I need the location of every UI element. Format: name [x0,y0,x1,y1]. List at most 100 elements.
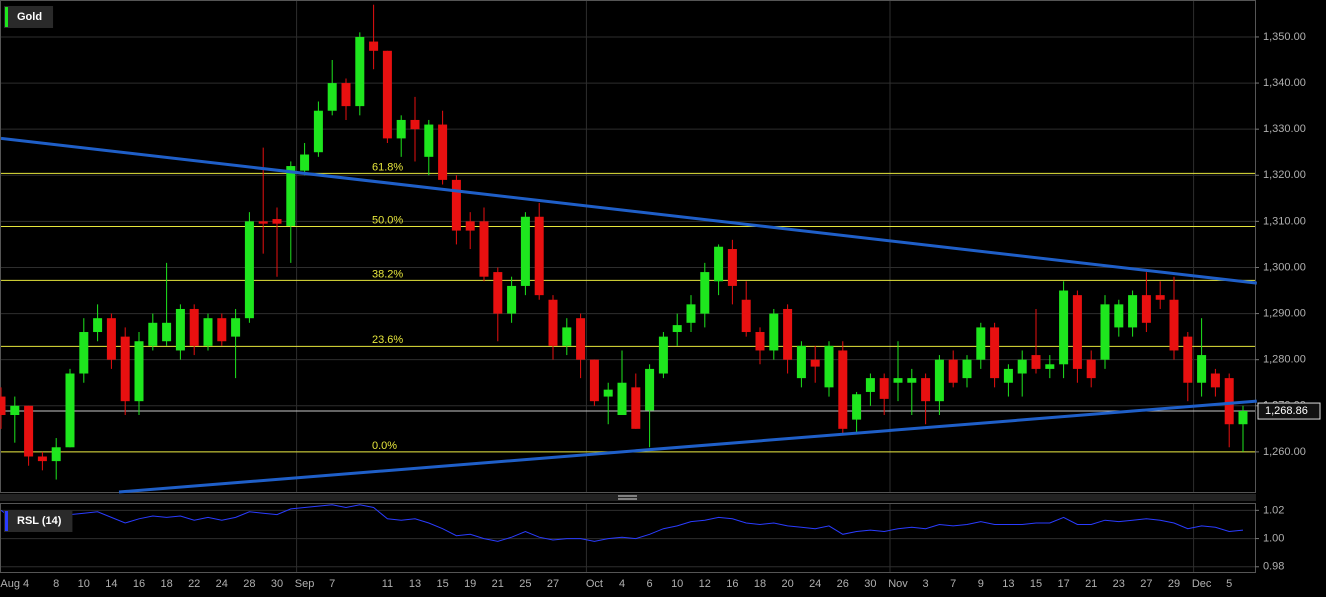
candle-body [934,359,944,402]
y-tick-label: 1,280.00 [1263,354,1306,366]
candle-body [424,124,434,157]
candle-body [548,299,558,346]
candle-body [714,246,724,282]
candle-body [700,272,710,314]
candle-body [990,327,1000,379]
candle-body [231,318,241,337]
x-tick-label: 13 [1002,578,1014,590]
candle-body [603,389,613,397]
fib-label: 0.0% [372,440,397,452]
candle-body [1155,295,1165,300]
candle-body [217,318,227,342]
candle-body [0,396,6,416]
x-tick-label: 17 [1057,578,1069,590]
y-tick-label: 1.00 [1263,532,1284,544]
x-tick-label: 21 [492,578,504,590]
y-tick-label: 1,310.00 [1263,215,1306,227]
candle-body [617,382,627,416]
panel-divider[interactable] [0,494,1256,501]
candle-body [438,124,448,180]
candle-body [921,378,931,402]
y-tick-label: 1,320.00 [1263,169,1306,181]
candle-body [93,318,103,333]
candle-body [65,373,75,448]
candle-body [1059,290,1069,365]
x-tick-label: 11 [382,578,393,590]
candle-body [631,387,641,429]
candle-body [672,325,682,333]
candle-body [120,336,130,402]
last-price-label: 1,268.86 [1265,405,1308,417]
legend-swatch [5,511,8,531]
candle-body [838,350,848,429]
candle-body [1128,295,1138,328]
candle-body [1045,364,1055,369]
candle-body [244,221,254,319]
x-tick-label: 10 [78,578,90,590]
sub-panel [0,503,1256,573]
candle-body [162,322,172,342]
x-tick-label: 29 [1168,578,1180,590]
trendline [0,136,1257,285]
x-tick-label: 18 [754,578,766,590]
candle-body [1169,299,1179,351]
candle-body [879,378,889,399]
candle-body [341,83,351,107]
candle-body [479,221,489,277]
candle-body [893,378,903,383]
candle-body [1197,355,1207,383]
candle-body [313,110,323,153]
candle-body [741,299,751,333]
candle-body [369,41,379,51]
candle-body [106,318,116,360]
y-tick-label: 1,290.00 [1263,307,1306,319]
candle-body [1183,336,1193,383]
candle-body [396,119,406,139]
candle-body [1003,368,1013,383]
trendline [118,399,1257,494]
y-tick-label: 1,340.00 [1263,77,1306,89]
x-tick-label: 25 [519,578,531,590]
candle-body [520,216,530,286]
x-tick-label: 28 [243,578,255,590]
x-tick-label: Sep [295,578,315,590]
candle-body [300,154,310,171]
candle-body [175,308,185,351]
x-tick-label: 6 [647,578,653,590]
candle-body [493,272,503,314]
fib-label: 61.8% [372,161,403,173]
candle-body [79,332,89,374]
candle-body [327,83,337,111]
main-panel [0,0,1256,493]
x-tick-label: 24 [216,578,228,590]
candle-body [1086,359,1096,379]
x-tick-label: 7 [329,578,335,590]
y-tick-label: 0.98 [1263,561,1284,573]
candle-body [134,341,144,402]
candle-body [189,308,199,346]
candle-body [148,322,158,346]
x-tick-label: 16 [726,578,738,590]
x-tick-label: 26 [837,578,849,590]
candle-body [451,179,461,231]
legend-box [4,510,73,532]
x-tick-label: 27 [547,578,559,590]
x-tick-label: 15 [1030,578,1042,590]
x-tick-label: 30 [271,578,283,590]
y-tick-label: 1,260.00 [1263,446,1306,458]
candle-body [658,336,668,374]
candle-body [727,249,737,286]
candle-body [10,405,20,416]
x-tick-label: 12 [699,578,711,590]
candle-body [976,327,986,360]
candle-body [258,221,268,224]
candle-body [1238,411,1248,425]
y-tick-label: 1,300.00 [1263,261,1306,273]
candle-body [1031,355,1041,369]
x-tick-label: 14 [105,578,117,590]
x-tick-label: 19 [464,578,476,590]
fib-label: 38.2% [372,268,403,280]
divider-grip[interactable] [618,495,637,500]
